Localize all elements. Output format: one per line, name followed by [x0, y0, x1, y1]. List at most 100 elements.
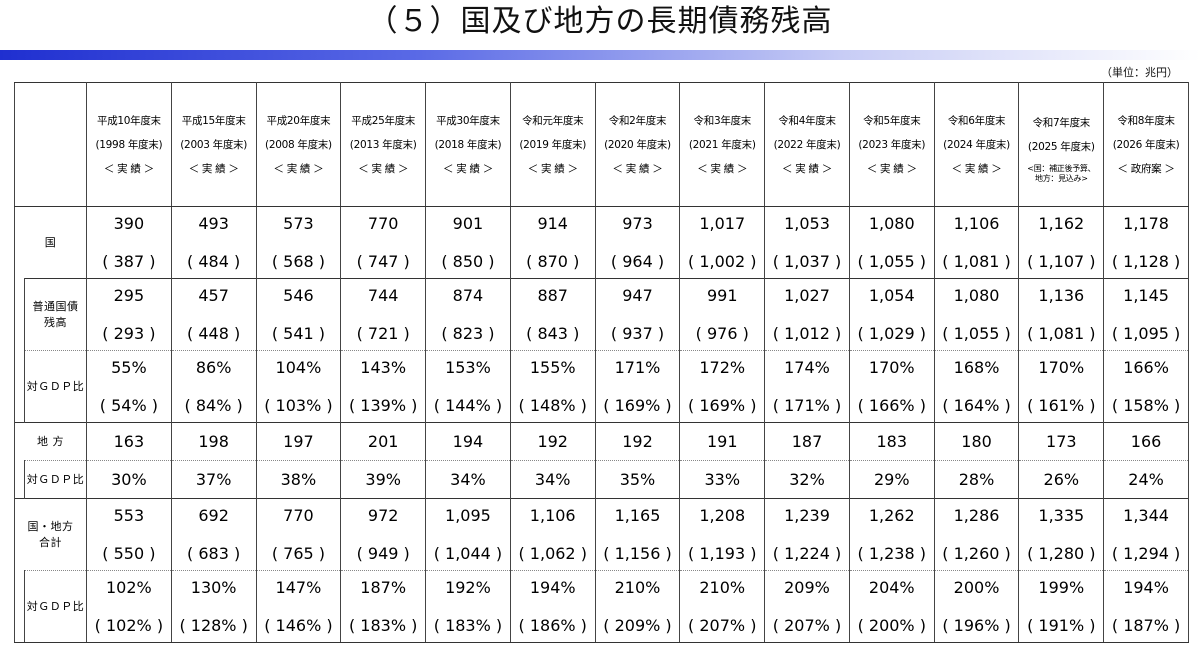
column-header-year: (2021 年度末) [688, 138, 756, 151]
row-label-text: 普通国債 [32, 299, 79, 313]
value-main: 34% [534, 469, 571, 489]
row-label-text: 国・地方 [27, 519, 74, 533]
row-chihou: 地 方 163 198 197 201 194 192 192 191 187 183 180 173 1… [14, 422, 1189, 461]
row-label-text: 対ＧＤＰ比 [26, 599, 85, 613]
row-label-text: 対ＧＤＰ比 [26, 472, 85, 486]
value-cell: 38% [255, 460, 342, 499]
row-label-text: 国 [44, 235, 57, 249]
value-paren: ( 1,012 ) [772, 323, 842, 343]
value-cell: 770 ( 765 ) [255, 498, 342, 571]
value-main: 692 [198, 505, 229, 525]
value-main: 34% [450, 469, 486, 489]
value-cell: 155% ( 148% ) [509, 350, 596, 423]
value-paren: ( 54% ) [99, 395, 158, 415]
value-cell: 874 ( 823 ) [425, 278, 511, 351]
column-header-era: 令和2年度末 [608, 114, 667, 127]
value-paren: ( 1,294 ) [1111, 543, 1181, 563]
value-main: 553 [113, 505, 145, 525]
column-header-status: ＜ 政府案 ＞ [1117, 162, 1175, 175]
value-cell: 153% ( 144% ) [425, 350, 511, 423]
value-paren: ( 683 ) [187, 543, 241, 563]
column-header-year: (2022 年度末) [773, 138, 841, 151]
value-main: 199% [1038, 577, 1085, 597]
value-cell: 1,208 ( 1,193 ) [679, 498, 766, 571]
value-cell: 166 [1103, 422, 1189, 461]
value-main: 493 [198, 213, 229, 233]
value-cell: 30% [86, 460, 172, 499]
value-paren: ( 169% ) [603, 395, 672, 415]
value-main: 1,178 [1123, 213, 1169, 233]
value-cell: 192% ( 183% ) [425, 570, 511, 643]
value-main: 163 [113, 431, 145, 451]
value-paren: ( 964 ) [610, 251, 665, 271]
value-main: 55% [111, 357, 147, 377]
value-paren: ( 139% ) [348, 395, 418, 415]
value-paren: ( 870 ) [526, 251, 580, 271]
value-cell: 191 [679, 422, 766, 461]
column-header-era: 令和6年度末 [947, 114, 1006, 127]
value-cell: 1,054 ( 1,029 ) [848, 278, 935, 351]
value-paren: ( 1,107 ) [1027, 251, 1096, 271]
value-paren: ( 823 ) [441, 323, 495, 343]
value-main: 914 [537, 213, 568, 233]
row-label-text: 残高 [44, 315, 67, 329]
value-main: 130% [190, 577, 237, 597]
value-main: 972 [367, 505, 399, 525]
column-header-year: (2020 年度末) [604, 138, 671, 151]
value-main: 210% [614, 577, 661, 597]
title-underline-bar [0, 50, 1200, 60]
value-cell: 34% [425, 460, 511, 499]
value-main: 1,286 [953, 505, 1000, 525]
value-cell: 887 ( 843 ) [509, 278, 596, 351]
column-header-era: 令和元年度末 [522, 114, 584, 127]
value-cell: 130% ( 128% ) [170, 570, 257, 643]
column-header-status: ＜ 実 績 ＞ [103, 162, 154, 175]
value-main: 192% [445, 577, 491, 597]
value-main: 166% [1123, 357, 1169, 377]
value-cell: 1,344 ( 1,294 ) [1103, 498, 1189, 571]
value-main: 1,106 [529, 505, 576, 525]
value-paren: ( 1,081 ) [1027, 323, 1096, 343]
indent-spacer [14, 278, 25, 351]
value-paren: ( 146% ) [264, 615, 333, 635]
value-main: 194 [452, 431, 484, 451]
column-header-era: 令和7年度末 [1032, 116, 1091, 129]
value-paren: ( 1,238 ) [857, 543, 926, 563]
column-header-status: ＜ 実 績 ＞ [697, 162, 748, 175]
value-paren: ( 1,029 ) [857, 323, 926, 343]
column-header-status: ＜ 実 績 ＞ [358, 162, 409, 175]
column-header: 令和5年度末 (2023 年度末) ＜ 実 績 ＞ [848, 82, 935, 207]
column-header-status: ＜ 実 績 ＞ [782, 162, 832, 175]
value-main: 1,017 [699, 213, 746, 233]
value-cell: 1,165 ( 1,156 ) [594, 498, 681, 571]
value-main: 37% [195, 469, 232, 489]
column-header-era: 平成15年度末 [181, 114, 246, 127]
value-main: 173 [1046, 431, 1077, 451]
value-paren: ( 169% ) [688, 395, 757, 415]
value-main: 546 [283, 285, 314, 305]
value-main: 295 [113, 285, 145, 305]
value-main: 180 [961, 431, 992, 451]
value-main: 102% [106, 577, 152, 597]
row-label: 普通国債 残高 [24, 278, 87, 351]
value-main: 143% [360, 357, 407, 377]
value-paren: ( 765 ) [271, 543, 326, 563]
value-paren: ( 1,055 ) [942, 323, 1011, 343]
value-paren: ( 164% ) [942, 395, 1011, 415]
value-paren: ( 183% ) [433, 615, 503, 635]
value-main: 168% [953, 357, 1000, 377]
value-paren: ( 200% ) [857, 615, 926, 635]
row-label: 対ＧＤＰ比 [24, 350, 87, 423]
value-cell: 194% ( 186% ) [509, 570, 596, 643]
value-main: 200% [953, 577, 1000, 597]
value-cell: 183 [848, 422, 935, 461]
value-paren: ( 191% ) [1027, 615, 1096, 635]
value-cell: 1,239 ( 1,224 ) [764, 498, 850, 571]
value-cell: 194 [425, 422, 511, 461]
value-cell: 29% [848, 460, 935, 499]
value-cell: 37% [170, 460, 257, 499]
value-cell: 972 ( 949 ) [340, 498, 427, 571]
debt-table: 平成10年度末 (1998 年度末) ＜ 実 績 ＞ 平成15年度末 (2003 年度末… [14, 82, 1189, 643]
value-paren: ( 568 ) [271, 251, 326, 271]
value-main: 901 [452, 213, 484, 233]
